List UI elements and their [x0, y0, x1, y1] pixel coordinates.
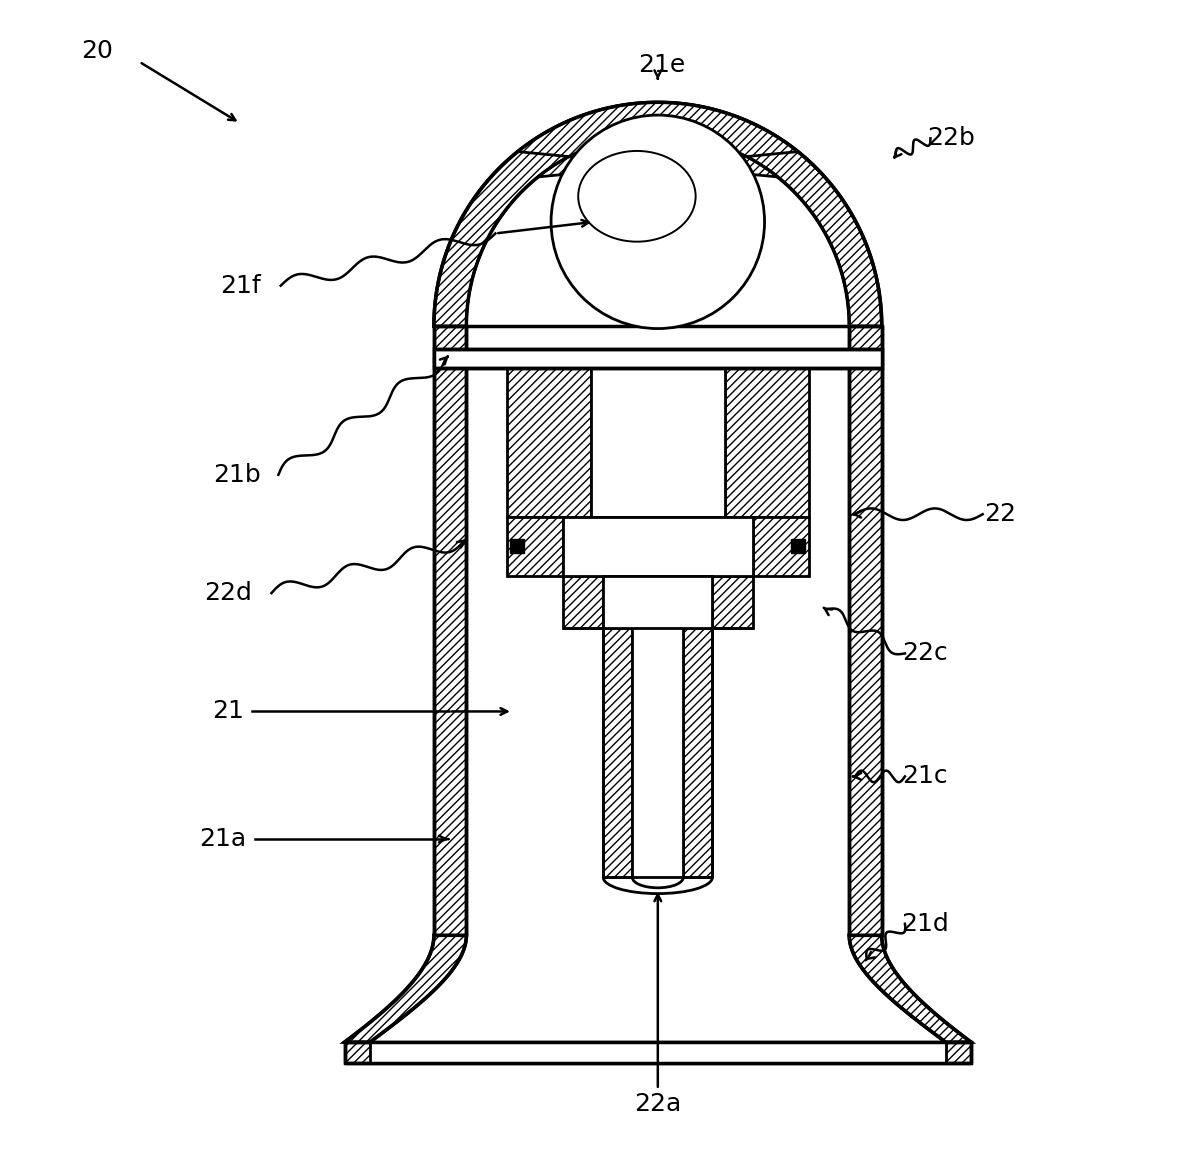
Polygon shape — [345, 1042, 971, 1063]
Polygon shape — [753, 516, 809, 576]
Polygon shape — [725, 368, 809, 516]
Polygon shape — [518, 102, 798, 177]
Text: 21d: 21d — [901, 912, 948, 936]
Text: 22c: 22c — [902, 642, 948, 665]
Text: 21: 21 — [213, 699, 245, 723]
Polygon shape — [849, 935, 971, 1042]
Text: 21c: 21c — [902, 764, 948, 789]
Text: 22a: 22a — [634, 1092, 682, 1115]
Text: 22: 22 — [984, 502, 1016, 526]
Text: 22d: 22d — [204, 582, 253, 605]
Text: 21b: 21b — [213, 463, 260, 487]
Polygon shape — [604, 628, 632, 877]
Polygon shape — [507, 368, 590, 516]
Polygon shape — [345, 935, 467, 1042]
Polygon shape — [467, 327, 849, 935]
Text: 21f: 21f — [220, 273, 260, 298]
Text: 21e: 21e — [638, 53, 685, 77]
Polygon shape — [467, 135, 849, 327]
Text: 21a: 21a — [200, 827, 246, 851]
Polygon shape — [511, 540, 524, 554]
Polygon shape — [371, 1042, 946, 1063]
Polygon shape — [683, 628, 713, 877]
Polygon shape — [434, 349, 881, 368]
Polygon shape — [590, 368, 725, 516]
Polygon shape — [507, 516, 563, 576]
Text: 20: 20 — [82, 40, 113, 63]
Polygon shape — [849, 327, 881, 935]
Polygon shape — [713, 576, 753, 628]
Polygon shape — [632, 628, 683, 877]
Circle shape — [551, 115, 765, 329]
Polygon shape — [563, 576, 604, 628]
Polygon shape — [791, 540, 805, 554]
Polygon shape — [604, 576, 713, 628]
Polygon shape — [563, 516, 753, 576]
Polygon shape — [434, 102, 881, 327]
Polygon shape — [434, 327, 467, 935]
Text: 22b: 22b — [928, 127, 975, 150]
